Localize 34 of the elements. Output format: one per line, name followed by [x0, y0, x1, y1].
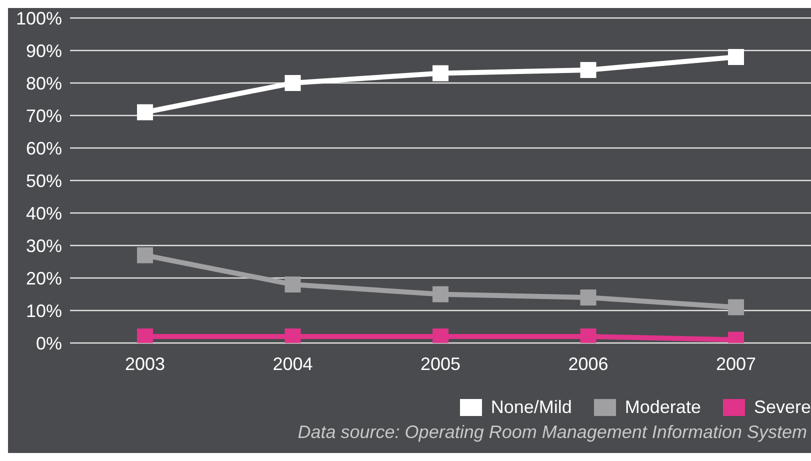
y-tick-label: 60%	[26, 138, 62, 158]
point	[284, 276, 301, 292]
y-tick-label: 0%	[36, 333, 62, 354]
point	[284, 75, 301, 91]
x-tick-label: 2007	[716, 354, 756, 374]
point	[137, 247, 153, 264]
point	[580, 62, 596, 78]
x-tick-label: 2005	[420, 354, 461, 374]
y-tick-label: 20%	[26, 268, 62, 288]
point	[580, 290, 596, 306]
point	[580, 328, 596, 343]
y-tick-label: 80%	[26, 73, 62, 94]
y-tick-label: 50%	[26, 170, 62, 191]
source-note: Data source: Operating Room Management Information System	[296, 422, 808, 443]
point	[432, 286, 448, 302]
point	[432, 328, 448, 343]
point	[728, 49, 744, 65]
y-tick-label: 40%	[26, 203, 62, 224]
legend-label: Severe	[752, 397, 811, 418]
point	[137, 328, 153, 343]
y-tick-label: 10%	[26, 300, 62, 321]
x-tick-label: 2003	[124, 354, 166, 374]
point	[728, 299, 744, 316]
y-tick-label: 30%	[26, 236, 62, 256]
y-tick-label: 70%	[26, 106, 62, 126]
point	[284, 328, 301, 343]
legend-label: Moderate	[624, 397, 701, 418]
y-tick-label: 100%	[16, 8, 62, 28]
point	[137, 104, 153, 120]
y-tick-label: 90%	[26, 40, 62, 61]
x-tick-label: 2006	[568, 354, 608, 374]
legend-label: None/Mild	[490, 397, 572, 418]
point	[432, 65, 448, 82]
x-tick-label: 2004	[272, 354, 313, 374]
